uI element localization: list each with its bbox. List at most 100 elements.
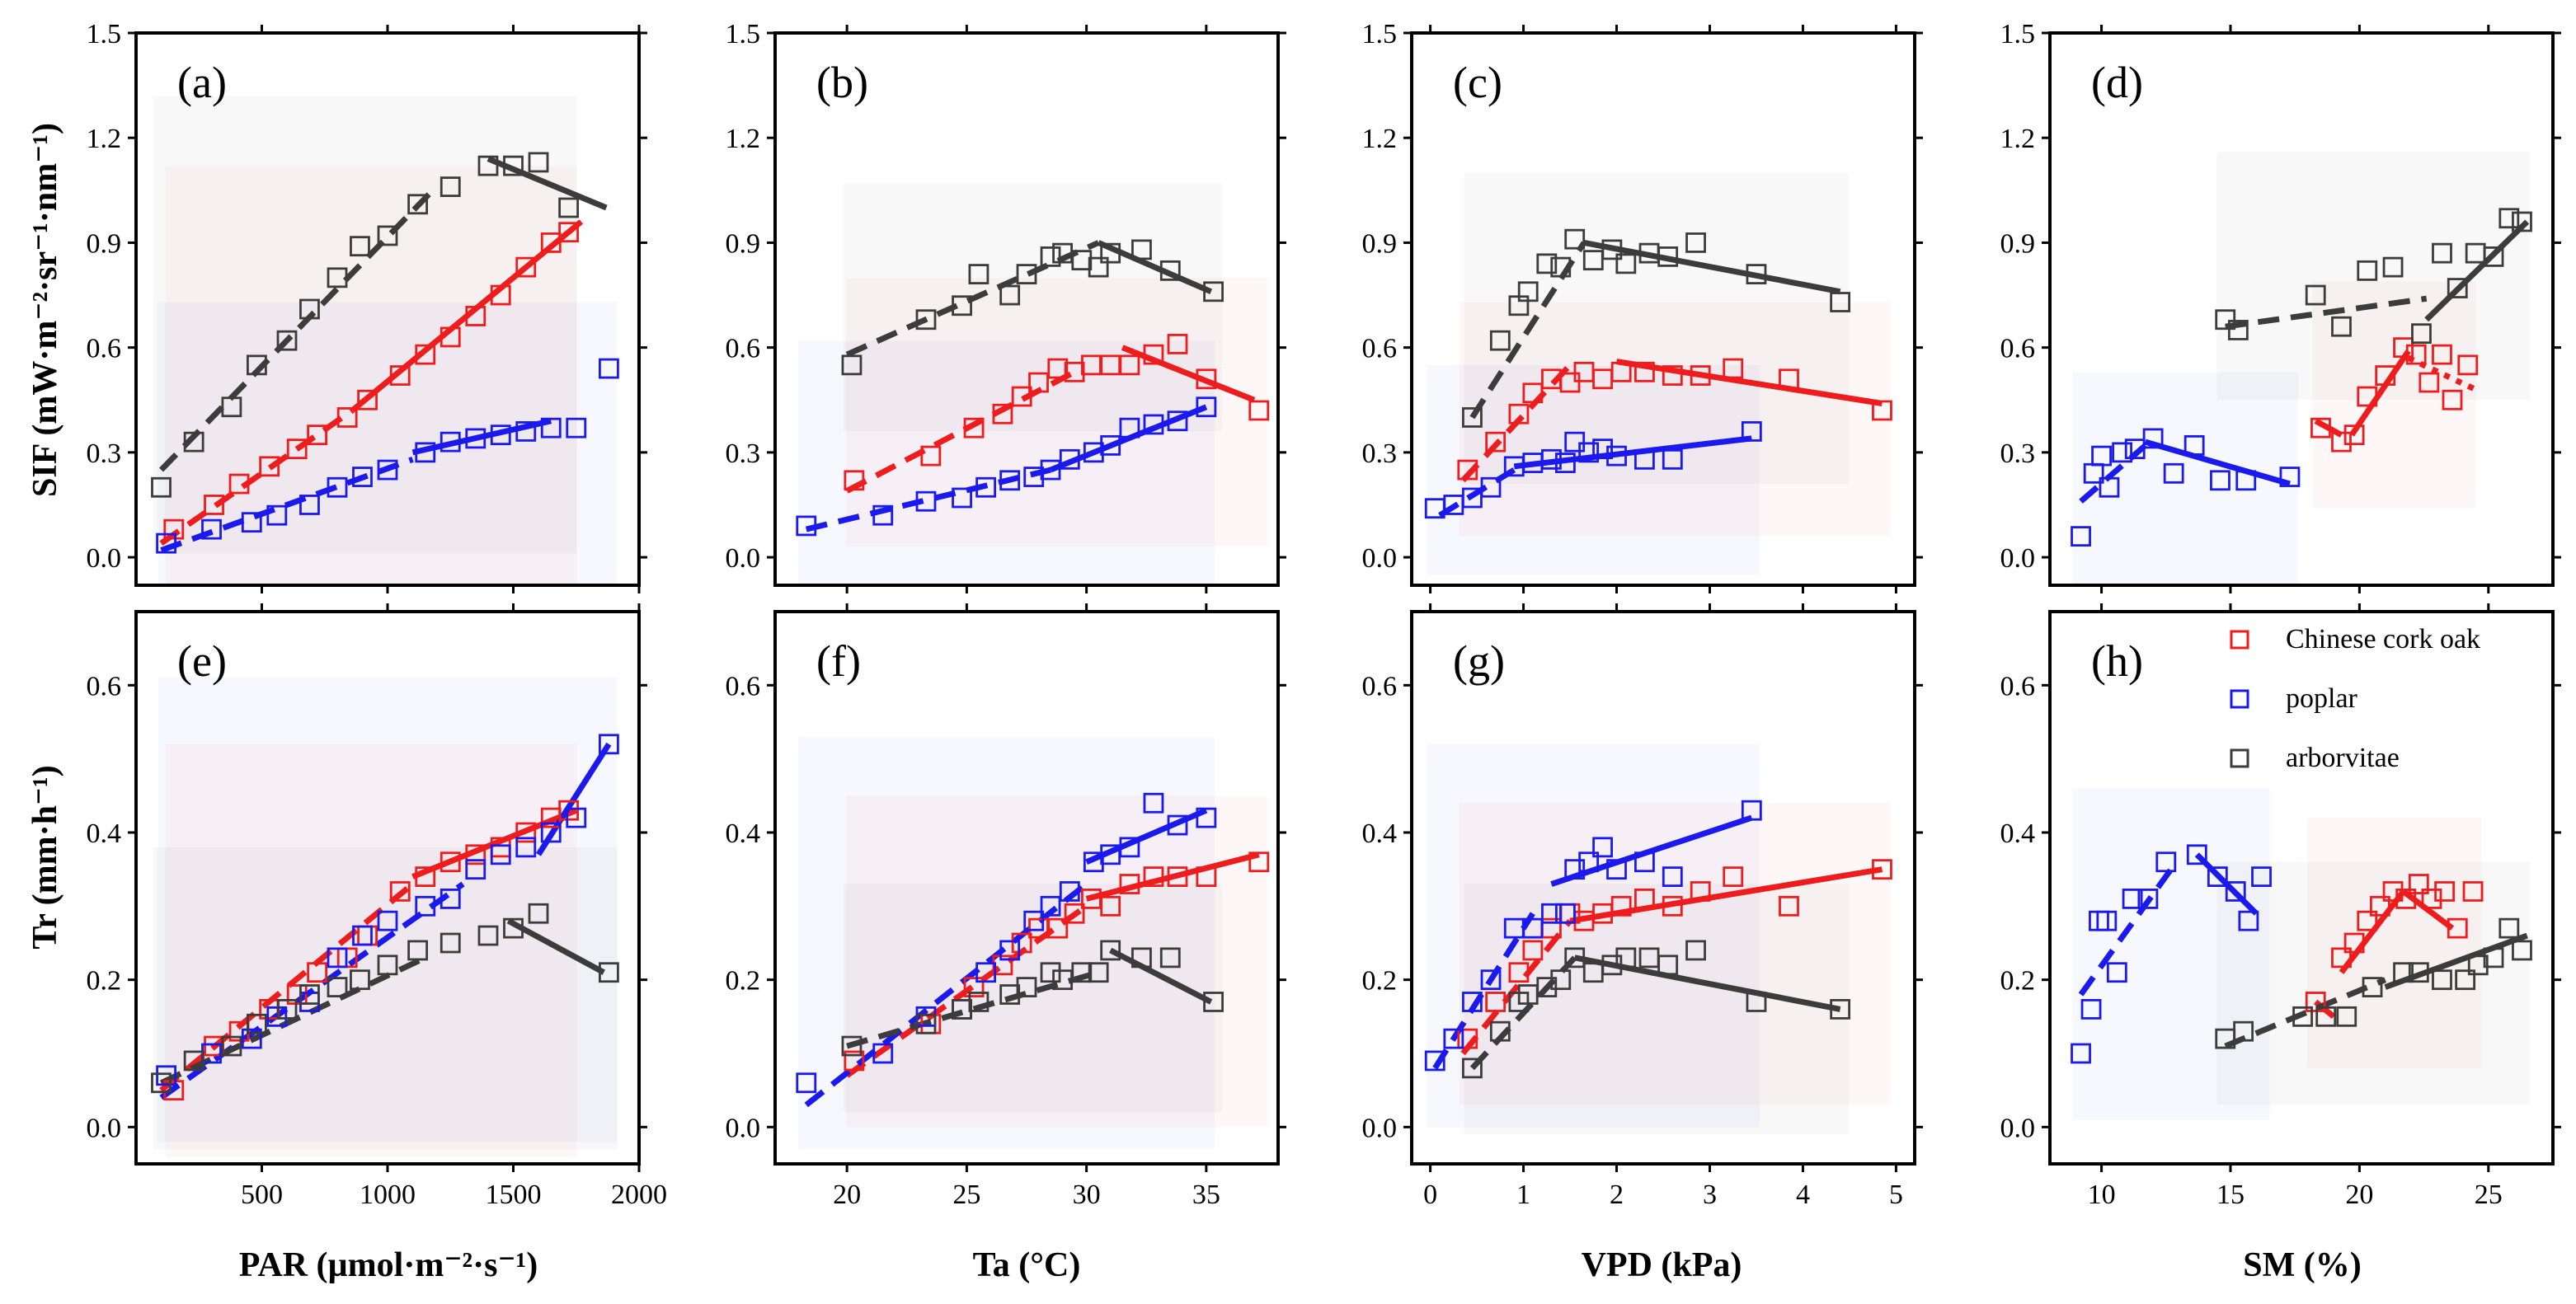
point-oak bbox=[1508, 403, 1530, 425]
point-arbor bbox=[1100, 242, 1121, 264]
x-tick-label: 500 bbox=[241, 1180, 283, 1210]
y-tick-label: 0.0 bbox=[726, 543, 761, 574]
point-arbor bbox=[1746, 992, 1767, 1012]
point-arbor bbox=[1830, 999, 1851, 1020]
y-tick-label: 0.0 bbox=[1362, 1113, 1398, 1143]
point-arbor bbox=[1462, 1058, 1483, 1079]
y-tick-label: 1.2 bbox=[726, 124, 761, 154]
point-oak bbox=[1522, 382, 1544, 404]
panel-d: 0.0 0.3 0.6 0.9 1.2 1.5 (d) bbox=[2000, 19, 2561, 593]
point-oak bbox=[1119, 354, 1140, 376]
point-arbor bbox=[2292, 1006, 2313, 1027]
point-arbor bbox=[915, 1013, 937, 1034]
point-oak bbox=[490, 284, 511, 306]
x-tick-label: 2 bbox=[1610, 1180, 1624, 1210]
fit-line-poplar bbox=[2079, 443, 2148, 504]
point-arbor bbox=[2305, 284, 2326, 306]
point-poplar bbox=[2183, 434, 2205, 456]
point-poplar bbox=[566, 807, 587, 828]
fit-line-arbor bbox=[1469, 241, 1586, 420]
x-tick-label: 10 bbox=[2088, 1180, 2116, 1210]
panel-e: 0.0 0.2 0.4 0.6 500 1000 1500 2000 (e) bbox=[87, 603, 667, 1210]
point-oak bbox=[2343, 932, 2365, 954]
point-arbor bbox=[299, 984, 320, 1005]
panel-title: (f) bbox=[816, 636, 861, 686]
point-oak bbox=[2310, 417, 2331, 439]
point-arbor bbox=[1536, 977, 1558, 997]
point-oak bbox=[1047, 917, 1069, 939]
point-arbor bbox=[2408, 962, 2429, 983]
y-tick-label: 0.3 bbox=[726, 439, 761, 469]
point-poplar bbox=[1083, 442, 1104, 463]
point-arbor bbox=[952, 295, 972, 317]
point-oak bbox=[228, 473, 250, 495]
point-arbor bbox=[151, 476, 172, 498]
point-poplar bbox=[975, 962, 997, 983]
point-poplar bbox=[1741, 421, 1762, 442]
point-poplar bbox=[1480, 969, 1502, 991]
point-poplar bbox=[796, 1072, 817, 1094]
panel-title: (a) bbox=[177, 58, 227, 107]
point-poplar bbox=[540, 822, 562, 843]
point-oak bbox=[1485, 992, 1507, 1012]
plot-area bbox=[151, 734, 619, 1101]
point-oak bbox=[992, 403, 1013, 425]
point-arbor bbox=[1685, 232, 1706, 253]
uncertainty-bands bbox=[1427, 744, 1890, 1134]
fit-line-oak bbox=[1085, 851, 1260, 902]
point-oak bbox=[1485, 431, 1507, 453]
point-poplar bbox=[156, 1065, 177, 1086]
point-poplar bbox=[999, 940, 1021, 961]
point-oak bbox=[336, 407, 358, 428]
point-oak bbox=[1522, 940, 1544, 961]
y-tick-label: 0.4 bbox=[1362, 819, 1398, 849]
point-poplar bbox=[415, 442, 436, 463]
plot-area bbox=[151, 152, 619, 554]
point-arbor bbox=[2227, 320, 2249, 340]
x-tick-label: 15 bbox=[2216, 1180, 2245, 1210]
point-poplar bbox=[377, 459, 398, 481]
x-tick-label: 35 bbox=[1192, 1180, 1220, 1210]
point-oak bbox=[1196, 368, 1217, 390]
fit-line-oak bbox=[2401, 889, 2455, 931]
point-oak bbox=[1064, 903, 1085, 924]
point-poplar bbox=[1578, 851, 1600, 873]
point-oak bbox=[1143, 344, 1164, 365]
point-poplar bbox=[2238, 910, 2259, 931]
point-poplar bbox=[872, 1043, 894, 1064]
y-tick-label: 1.5 bbox=[2000, 19, 2036, 49]
point-oak bbox=[2447, 917, 2468, 939]
y-tick-label: 0.3 bbox=[87, 439, 122, 469]
point-arbor bbox=[2233, 1020, 2254, 1042]
point-poplar bbox=[2137, 889, 2159, 909]
point-oak bbox=[2434, 881, 2456, 902]
x-tick-label: 20 bbox=[2345, 1180, 2373, 1210]
point-arbor bbox=[1088, 256, 1109, 278]
point-oak bbox=[415, 344, 436, 365]
point-arbor bbox=[2357, 260, 2378, 281]
point-oak bbox=[2343, 425, 2365, 446]
point-poplar bbox=[2155, 851, 2177, 873]
point-poplar bbox=[1564, 431, 1586, 453]
point-oak bbox=[1662, 895, 1683, 917]
y-tick-label: 0.6 bbox=[87, 671, 122, 701]
point-oak bbox=[1100, 895, 1121, 917]
point-arbor bbox=[1517, 281, 1539, 303]
point-arbor bbox=[2336, 1006, 2357, 1027]
point-arbor bbox=[1582, 250, 1604, 271]
point-poplar bbox=[515, 837, 537, 858]
point-poplar bbox=[465, 428, 487, 449]
point-poplar bbox=[1059, 881, 1080, 902]
panel-c: 0.0 0.3 0.6 0.9 1.2 1.5 (c) bbox=[1362, 19, 1923, 593]
point-arbor bbox=[2432, 242, 2452, 264]
point-poplar bbox=[2251, 866, 2272, 887]
y-tick-label: 0.2 bbox=[87, 966, 122, 997]
x-tick-label: 25 bbox=[2475, 1180, 2503, 1210]
point-arbor bbox=[2512, 211, 2532, 232]
y-tick-label: 0.6 bbox=[726, 671, 761, 701]
point-arbor bbox=[1489, 330, 1511, 351]
point-oak bbox=[2375, 365, 2396, 386]
y-tick-label: 0.3 bbox=[1362, 439, 1398, 469]
point-oak bbox=[1634, 361, 1655, 382]
y-tick-label: 1.5 bbox=[87, 19, 122, 49]
